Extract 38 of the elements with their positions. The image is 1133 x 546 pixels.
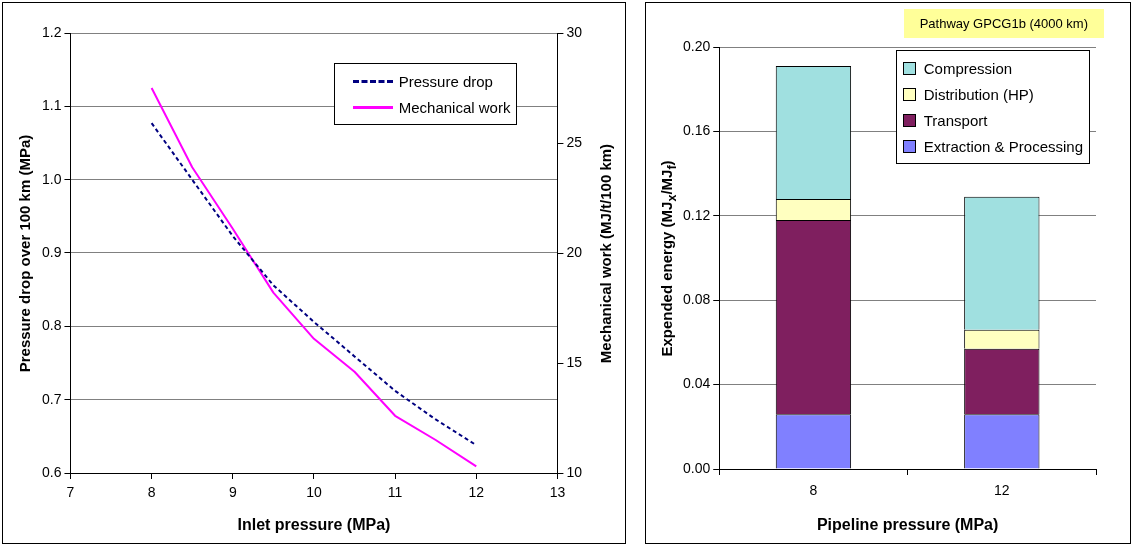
legend-label: Pressure drop [398, 72, 493, 90]
x-axis-title: Pipeline pressure (MPa) [816, 515, 999, 533]
x-tick-label: 12 [994, 482, 1010, 499]
y2-tick-label: 20 [566, 243, 583, 260]
legend-label: Transport [923, 111, 988, 129]
legend-label: Mechanical work [398, 98, 511, 116]
x-tick-label: 11 [387, 484, 403, 501]
y-tick-label: 0.08 [683, 291, 711, 308]
text: Pathway GPCG1b (4000 km) [903, 9, 1104, 38]
y2-tick-label: 25 [566, 133, 583, 150]
x-tick-label: 7 [66, 484, 75, 501]
x-axis-title: Inlet pressure (MPa) [237, 515, 391, 533]
y-tick-label: 1.2 [41, 23, 62, 40]
x-tick-label: 12 [468, 484, 485, 501]
y2-tick-label: 30 [566, 23, 583, 40]
x-tick-label: 8 [147, 484, 156, 501]
y-tick-label: 0.6 [41, 463, 62, 480]
x-tick-label: 9 [228, 484, 237, 501]
legend-label: Distribution (HP) [923, 85, 1034, 103]
x-tick-label: 10 [306, 484, 322, 501]
y-tick-label: 0.04 [683, 375, 711, 392]
y-axis-title: Pressure drop over 100 km (MPa) [16, 134, 34, 372]
x-tick-label: 8 [809, 482, 818, 499]
y2-tick-label: 10 [566, 463, 583, 480]
y2-tick-label: 15 [566, 353, 583, 370]
y-tick-label: 0.16 [683, 122, 711, 139]
y-tick-label: 0.7 [41, 390, 62, 407]
y-tick-label: 0.9 [41, 243, 62, 260]
y-tick-label: 0.12 [683, 206, 711, 223]
legend-label: Extraction & Processing [923, 137, 1083, 155]
y-tick-label: 0.8 [41, 317, 62, 334]
x-tick-label: 13 [549, 484, 566, 501]
y-tick-label: 0.00 [683, 459, 711, 476]
legend-label: Compression [923, 59, 1013, 77]
y-tick-label: 1.0 [41, 170, 62, 187]
y-tick-label: 1.1 [41, 97, 62, 114]
y-tick-label: 0.20 [683, 37, 711, 54]
y2-axis-title: Mechanical work (MJ/t/100 km) [596, 143, 614, 363]
